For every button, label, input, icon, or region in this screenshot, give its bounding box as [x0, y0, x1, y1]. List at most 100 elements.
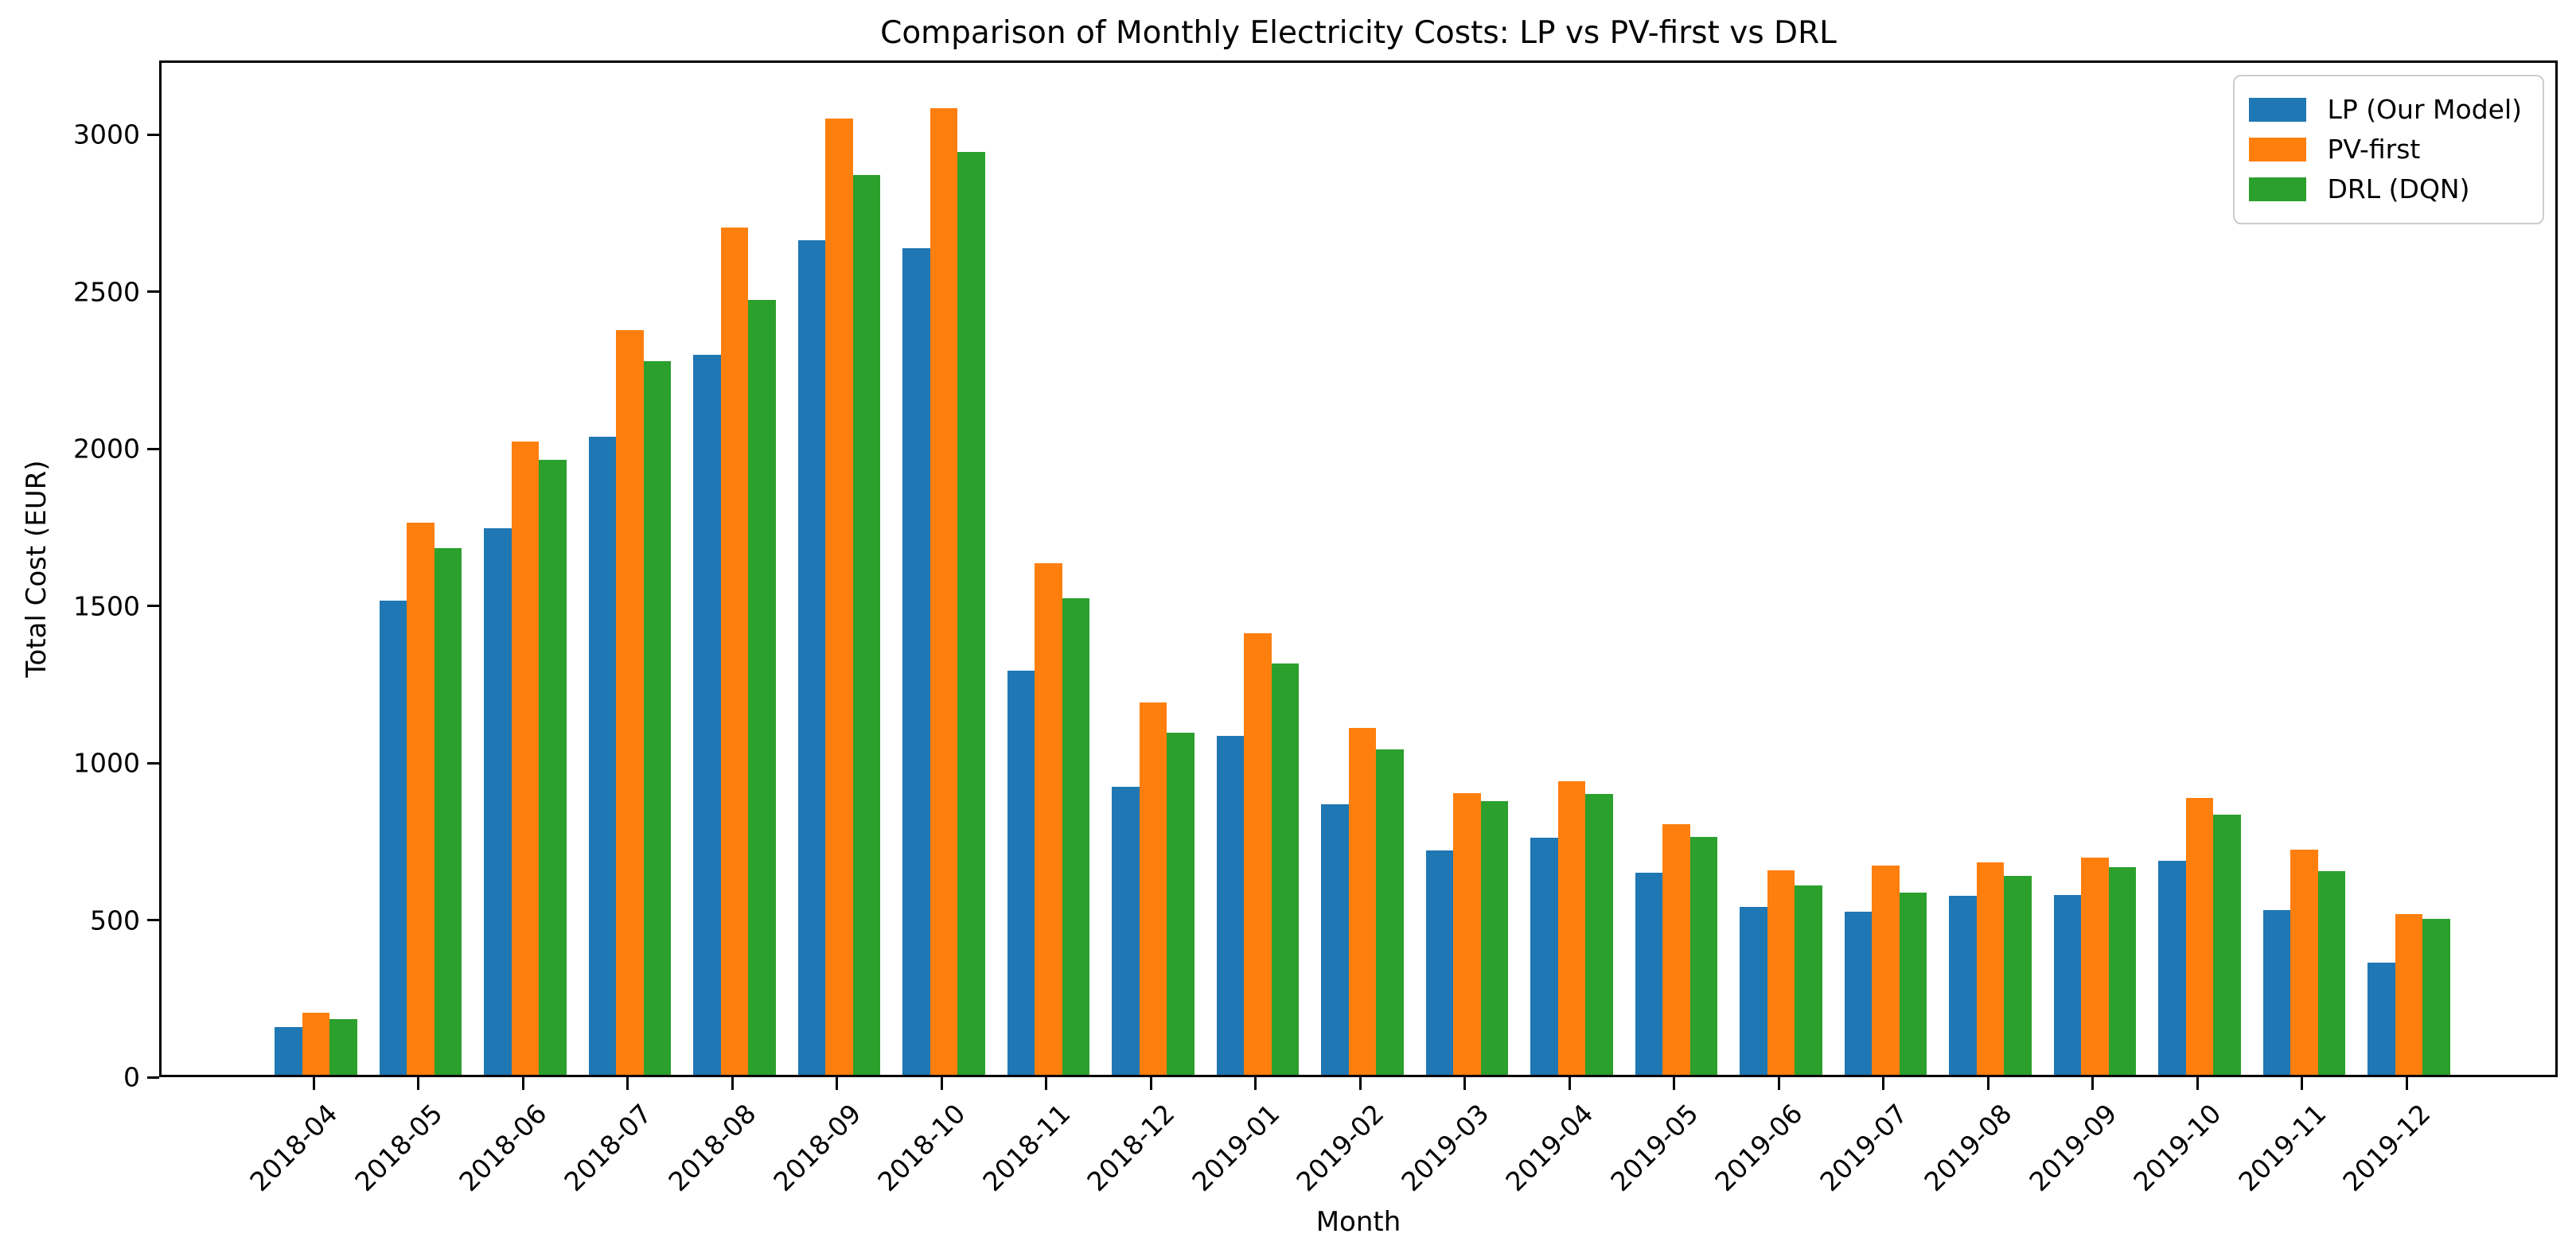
bar-2018-08-LP (Our Model)	[693, 354, 721, 1075]
bar-2019-06-LP (Our Model)	[1740, 906, 1767, 1075]
bar-2019-11-LP (Our Model)	[2262, 910, 2291, 1075]
bar-2019-04-LP (Our Model)	[1530, 837, 1558, 1075]
chart-title: Comparison of Monthly Electricity Costs:…	[880, 15, 1837, 51]
x-tick-label: 2019-11	[2231, 1098, 2332, 1198]
bar-2019-08-PV-first	[1976, 862, 2005, 1075]
y-tick-mark	[147, 919, 159, 921]
bar-2019-03-LP (Our Model)	[1425, 850, 1454, 1075]
bar-2019-05-PV-first	[1662, 824, 1690, 1075]
bar-2019-07-PV-first	[1872, 865, 1900, 1075]
x-tick-label: 2019-02	[1290, 1098, 1390, 1198]
x-tick-mark	[1673, 1077, 1675, 1090]
x-tick-label: 2019-07	[1813, 1098, 1914, 1198]
y-tick-label: 2500	[73, 276, 140, 307]
x-tick-label: 2019-09	[2022, 1098, 2123, 1198]
x-tick-mark	[1882, 1077, 1884, 1090]
x-tick-mark	[1149, 1077, 1152, 1090]
legend-item: LP (Our Model)	[2249, 94, 2522, 126]
x-tick-label: 2019-10	[2127, 1098, 2227, 1198]
legend-swatch-pv-first	[2249, 138, 2307, 161]
x-tick-mark	[1463, 1077, 1466, 1090]
bar-2018-08-PV-first	[720, 228, 749, 1075]
bar-2018-06-LP (Our Model)	[484, 527, 512, 1075]
x-tick-label: 2019-06	[1709, 1098, 1809, 1198]
bar-2019-01-PV-first	[1244, 633, 1272, 1075]
bar-2019-03-DRL (DQN)	[1480, 800, 1509, 1075]
y-tick-label: 2000	[73, 433, 140, 465]
legend-swatch-lp	[2249, 98, 2307, 122]
bar-2018-12-DRL (DQN)	[1167, 733, 1194, 1075]
bar-2018-09-LP (Our Model)	[797, 240, 826, 1075]
bar-2018-06-PV-first	[511, 442, 540, 1075]
x-tick-label: 2018-05	[348, 1098, 449, 1198]
bar-2018-04-PV-first	[302, 1012, 330, 1075]
bar-2019-11-DRL (DQN)	[2317, 871, 2346, 1075]
bar-2018-06-DRL (DQN)	[539, 459, 567, 1075]
x-tick-mark	[2091, 1077, 2094, 1090]
bar-2018-05-DRL (DQN)	[434, 548, 462, 1075]
x-tick-mark	[521, 1077, 524, 1090]
x-tick-mark	[1777, 1077, 1780, 1090]
bar-2018-11-LP (Our Model)	[1007, 671, 1035, 1075]
y-tick-mark	[147, 761, 159, 765]
bar-2018-05-LP (Our Model)	[379, 600, 407, 1075]
bar-2018-10-DRL (DQN)	[957, 152, 985, 1075]
legend-item: PV-first	[2249, 134, 2522, 165]
x-tick-mark	[626, 1077, 629, 1090]
bar-2019-02-DRL (DQN)	[1376, 749, 1404, 1075]
bar-2019-06-PV-first	[1767, 870, 1795, 1075]
y-tick-mark	[147, 133, 159, 136]
x-tick-label: 2018-06	[453, 1098, 553, 1198]
legend-label: PV-first	[2327, 134, 2421, 165]
bar-2018-11-PV-first	[1035, 562, 1062, 1075]
bar-2019-12-DRL (DQN)	[2422, 919, 2450, 1075]
x-tick-mark	[1045, 1077, 1047, 1090]
bar-2019-09-DRL (DQN)	[2108, 866, 2137, 1075]
x-tick-mark	[836, 1077, 838, 1090]
x-tick-mark	[2405, 1077, 2408, 1090]
x-tick-label: 2018-08	[662, 1098, 762, 1198]
bar-2019-02-LP (Our Model)	[1321, 804, 1349, 1075]
bar-2018-08-DRL (DQN)	[748, 300, 776, 1075]
bar-2019-10-DRL (DQN)	[2213, 814, 2241, 1075]
bar-2019-01-LP (Our Model)	[1216, 736, 1245, 1075]
x-tick-label: 2019-12	[2336, 1098, 2437, 1198]
y-tick-mark	[147, 605, 159, 607]
bar-2018-04-LP (Our Model)	[275, 1026, 302, 1075]
y-tick-label: 500	[90, 905, 140, 936]
x-tick-label: 2019-04	[1499, 1098, 1600, 1198]
x-tick-label: 2018-09	[766, 1098, 867, 1198]
legend-item: DRL (DQN)	[2249, 173, 2522, 205]
bar-2019-08-DRL (DQN)	[2004, 876, 2032, 1075]
bar-2018-07-PV-first	[616, 329, 644, 1075]
bar-2018-12-PV-first	[1139, 702, 1167, 1075]
bar-2018-07-DRL (DQN)	[643, 361, 672, 1075]
x-axis-label: Month	[1315, 1206, 1401, 1238]
bar-2019-09-PV-first	[2081, 858, 2109, 1075]
bar-2019-07-DRL (DQN)	[1899, 892, 1927, 1075]
bar-2018-12-LP (Our Model)	[1112, 787, 1140, 1075]
legend: LP (Our Model) PV-first DRL (DQN)	[2233, 75, 2544, 224]
legend-label: DRL (DQN)	[2327, 173, 2470, 204]
y-tick-label: 1500	[73, 590, 140, 621]
x-tick-mark	[417, 1077, 419, 1090]
bar-2019-07-LP (Our Model)	[1844, 911, 1873, 1075]
x-tick-mark	[1986, 1077, 1989, 1090]
bar-2019-12-PV-first	[2395, 913, 2423, 1075]
x-tick-mark	[1358, 1077, 1362, 1090]
bar-2019-03-PV-first	[1453, 793, 1481, 1075]
bar-2019-09-LP (Our Model)	[2053, 895, 2082, 1075]
y-tick-label: 1000	[73, 747, 140, 779]
bar-2019-04-DRL (DQN)	[1585, 794, 1613, 1075]
x-tick-mark	[940, 1077, 943, 1090]
plot-area: LP (Our Model) PV-first DRL (DQN)	[159, 60, 2558, 1077]
bar-2018-07-LP (Our Model)	[588, 437, 617, 1075]
x-tick-label: 2019-01	[1185, 1098, 1286, 1198]
x-tick-label: 2018-04	[244, 1098, 344, 1198]
y-tick-mark	[147, 447, 159, 450]
bar-2018-05-PV-first	[407, 522, 435, 1075]
bar-2019-05-LP (Our Model)	[1635, 872, 1663, 1075]
x-tick-label: 2019-08	[1918, 1098, 2018, 1198]
bar-2019-12-LP (Our Model)	[2368, 962, 2395, 1075]
